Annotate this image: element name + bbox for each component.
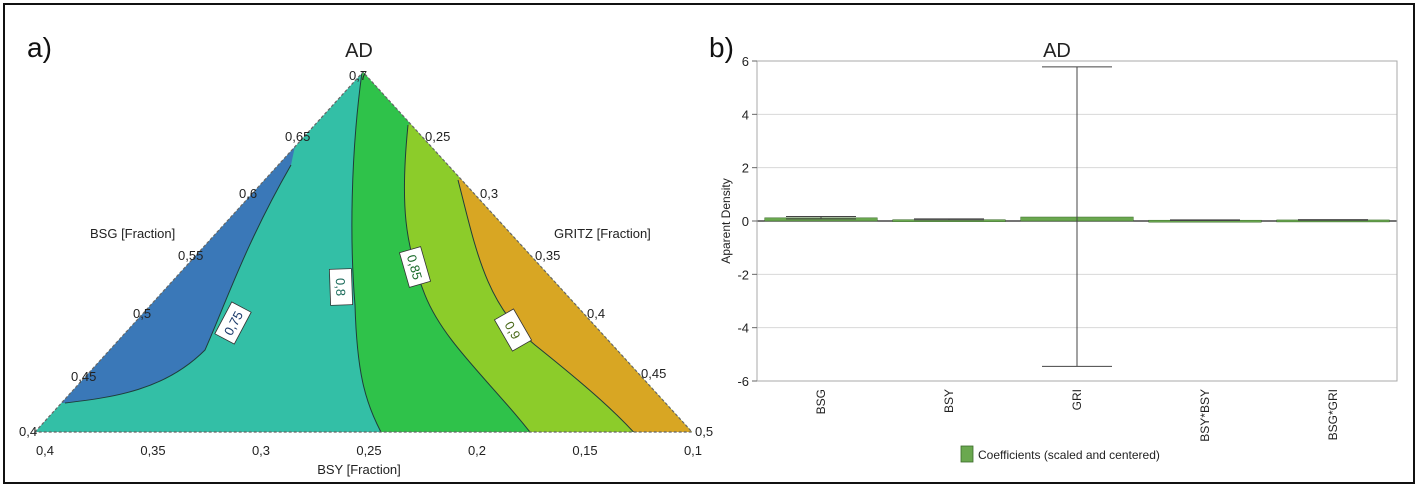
- svg-text:0,85: 0,85: [404, 253, 425, 281]
- bar-x-tick-label: BSY*BSY: [1198, 389, 1212, 442]
- contour-line-0-9: [457, 179, 646, 432]
- ternary-border: [33, 71, 694, 433]
- bar-error-bars: [786, 66, 1368, 367]
- bottom-tick: 0,15: [572, 443, 597, 458]
- bar-y-tick-label: 0: [742, 214, 749, 229]
- bottom-axis-label: BSY [Fraction]: [317, 462, 401, 477]
- right-ticks: 0,25 0,3 0,35 0,4 0,45 0,5: [425, 129, 713, 439]
- bottom-tick: 0,3: [252, 443, 270, 458]
- panel-b-label: b): [709, 32, 734, 63]
- legend-label: Coefficients (scaled and centered): [978, 448, 1160, 462]
- left-tick: 0,45: [71, 369, 96, 384]
- bar-x-tick-label: GRI: [1070, 389, 1084, 410]
- left-tick: 0,7: [349, 68, 367, 83]
- bar-chart-title: AD: [1043, 40, 1071, 62]
- figure-svg: a) AD 0,75 0,8 0,85 0,9 0,4 0,45 0,5 0,5…: [19, 32, 1398, 477]
- bar-y-tick-label: -4: [737, 321, 749, 336]
- bar-x-ticks: BSG BSY GRI BSY*BSY BSG*GRI: [814, 389, 1340, 442]
- bar-y-ticks: 6 4 2 0 -2 -4 -6: [737, 54, 757, 389]
- bar-y-axis-label: Aparent Density: [719, 178, 733, 263]
- right-tick: 0,3: [480, 186, 498, 201]
- bar-x-tick-label: BSG: [814, 389, 828, 414]
- legend-swatch: [960, 445, 974, 463]
- contour-line-0-8: [351, 72, 389, 432]
- bottom-tick: 0,4: [36, 443, 54, 458]
- bar-y-tick-label: 6: [742, 54, 749, 69]
- panel-a-label: a): [27, 32, 52, 63]
- svg-text:0,8: 0,8: [333, 278, 349, 297]
- left-tick: 0,65: [285, 129, 310, 144]
- right-tick: 0,35: [535, 248, 560, 263]
- left-tick: 0,6: [239, 186, 257, 201]
- contour-line-0-75: [64, 164, 292, 404]
- bar-y-tick-label: 4: [742, 107, 749, 122]
- right-tick: 0,45: [641, 366, 666, 381]
- left-tick: 0,4: [19, 424, 37, 439]
- bottom-tick: 0,35: [140, 443, 165, 458]
- left-ticks: 0,4 0,45 0,5 0,55 0,6 0,65 0,7: [19, 68, 367, 439]
- right-tick: 0,4: [587, 306, 605, 321]
- figure-frame: a) AD 0,75 0,8 0,85 0,9 0,4 0,45 0,5 0,5…: [3, 3, 1415, 484]
- contour-line-0-85: [403, 124, 541, 432]
- bar-y-tick-label: -6: [737, 374, 749, 389]
- bar-x-tick-label: BSG*GRI: [1326, 389, 1340, 440]
- bottom-tick: 0,1: [684, 443, 702, 458]
- right-axis-label: GRITZ [Fraction]: [554, 226, 651, 241]
- left-tick: 0,55: [178, 248, 203, 263]
- bar-chart: 6 4 2 0 -2 -4 -6 BSG BSY GRI BSY*BSY BSG*GRI Apare…: [719, 54, 1398, 442]
- contour-lines: [64, 72, 646, 432]
- bar-y-tick-label: 2: [742, 161, 749, 176]
- left-axis-label: BSG [Fraction]: [90, 226, 175, 241]
- left-tick: 0,5: [133, 306, 151, 321]
- ternary-title: AD: [345, 40, 373, 62]
- bar-y-tick-label: -2: [737, 267, 749, 282]
- right-tick: 0,25: [425, 129, 450, 144]
- bar-x-tick-label: BSY: [942, 389, 956, 413]
- contour-label-0-85: 0,85: [398, 246, 432, 288]
- contour-label-0-9: 0,9: [493, 308, 533, 352]
- right-tick: 0,5: [695, 424, 713, 439]
- bottom-ticks: 0,4 0,35 0,3 0,25 0,2 0,15 0,1: [36, 443, 702, 458]
- bottom-tick: 0,25: [356, 443, 381, 458]
- bottom-tick: 0,2: [468, 443, 486, 458]
- contour-label-0-8: 0,8: [328, 268, 354, 306]
